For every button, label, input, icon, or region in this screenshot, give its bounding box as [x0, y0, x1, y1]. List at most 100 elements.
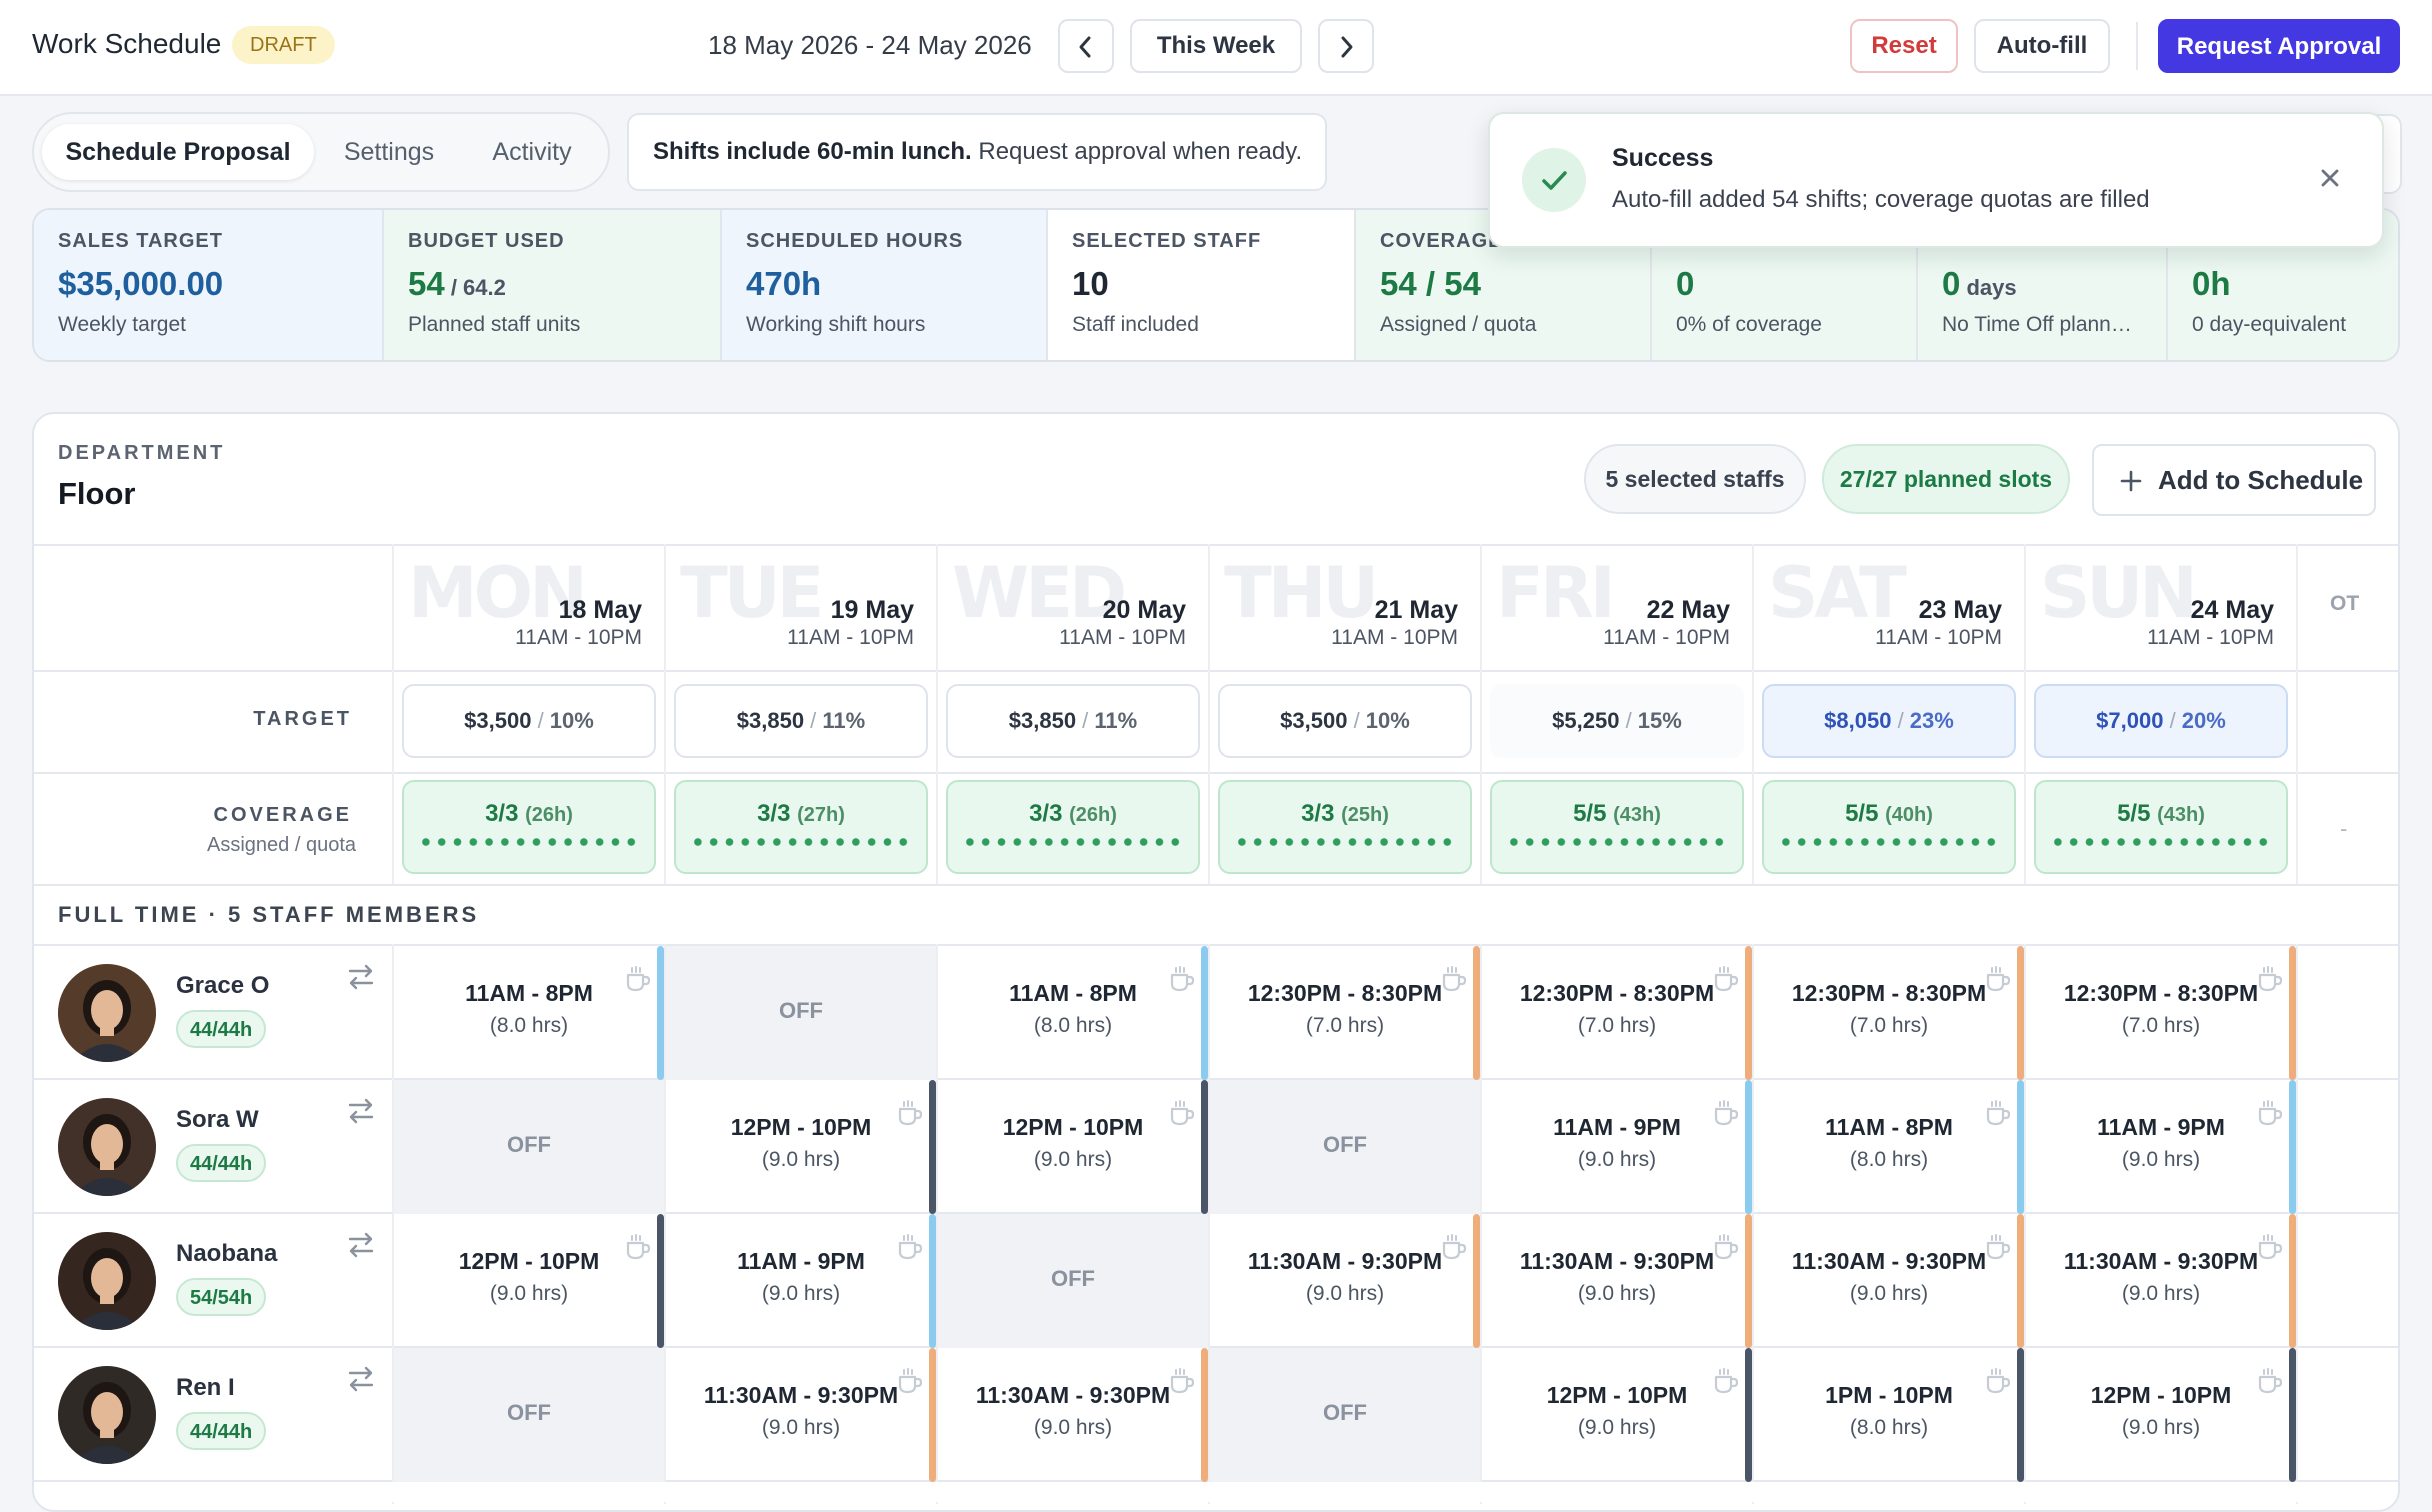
day-header: WED 20 May 11AM - 10PM [938, 544, 1208, 670]
target-percent: 15% [1637, 708, 1682, 733]
stat-sublabel: Working shift hours [746, 313, 926, 336]
coverage-hours: (25h) [1341, 804, 1389, 826]
swap-icon[interactable] [344, 1230, 378, 1260]
coffee-cup-icon [2254, 1098, 2284, 1128]
shift-cell[interactable]: 11:30AM - 9:30PM (9.0 hrs) [1754, 1214, 2024, 1348]
off-cell[interactable]: OFF [394, 1080, 664, 1214]
day-abbr: SAT [1768, 552, 1907, 634]
coverage-cell: 3/3 (26h) [946, 780, 1200, 874]
column-divider [2024, 944, 2026, 1504]
shift-cell[interactable]: 12PM - 10PM (9.0 hrs) [394, 1214, 664, 1348]
shift-cell[interactable]: 12:30PM - 8:30PM (7.0 hrs) [2026, 946, 2296, 1080]
target-cell: $3,850 / 11% [674, 684, 928, 758]
shift-cell[interactable]: 11AM - 8PM (8.0 hrs) [1754, 1080, 2024, 1214]
coverage-row-label: COVERAGE [213, 804, 352, 826]
shift-cell[interactable]: 12:30PM - 8:30PM (7.0 hrs) [1482, 946, 1752, 1080]
coffee-cup-icon [1166, 1098, 1196, 1128]
column-divider [1208, 944, 1210, 1504]
day-hours: 11AM - 10PM [1059, 626, 1186, 649]
shift-cell[interactable]: 11AM - 8PM (8.0 hrs) [394, 946, 664, 1080]
toast-title: Success [1612, 144, 1714, 172]
stat-sublabel: Staff included [1072, 313, 1199, 336]
shift-cell[interactable]: 11:30AM - 9:30PM (9.0 hrs) [1210, 1214, 1480, 1348]
separator: / [1891, 708, 1910, 733]
shift-cell[interactable]: 11:30AM - 9:30PM (9.0 hrs) [938, 1348, 1208, 1482]
shift-cell[interactable]: 12PM - 10PM (9.0 hrs) [1482, 1348, 1752, 1482]
selected-staffs-badge[interactable]: 5 selected staffs [1584, 444, 1806, 514]
shift-cell[interactable]: 11:30AM - 9:30PM (9.0 hrs) [666, 1348, 936, 1482]
shift-duration: (9.0 hrs) [1577, 1282, 1657, 1305]
off-cell[interactable]: OFF [666, 946, 936, 1080]
coffee-cup-icon [1438, 964, 1468, 994]
tab-settings[interactable]: Settings [343, 138, 435, 166]
shift-time: 11AM - 8PM [465, 980, 593, 1006]
shift-color-bar [929, 1080, 936, 1214]
department-name: Floor [58, 476, 136, 511]
coffee-cup-icon [1166, 1366, 1196, 1396]
shift-cell[interactable]: 11AM - 9PM (9.0 hrs) [666, 1214, 936, 1348]
top-bar: Work Schedule DRAFT 18 May 2026 - 24 May… [0, 0, 2432, 96]
previous-week-button[interactable] [1058, 19, 1114, 73]
stat-value-main: 0 [1676, 265, 1695, 302]
request-approval-button[interactable]: Request Approval [2158, 19, 2400, 73]
add-to-schedule-button[interactable]: Add to Schedule [2092, 444, 2376, 516]
shift-time: 11:30AM - 9:30PM [703, 1382, 899, 1408]
shift-color-bar [2289, 1214, 2296, 1348]
shift-cell[interactable]: 11:30AM - 9:30PM (9.0 hrs) [2026, 1214, 2296, 1348]
day-header: THU 21 May 11AM - 10PM [1210, 544, 1480, 670]
shift-cell[interactable]: 11AM - 8PM (8.0 hrs) [938, 946, 1208, 1080]
stat-sublabel: 0 day-equivalent [2192, 313, 2347, 336]
off-label: OFF [1323, 1400, 1367, 1425]
off-cell[interactable]: OFF [1210, 1080, 1480, 1214]
toast-message: Auto-fill added 54 shifts; coverage quot… [1612, 186, 2150, 213]
shift-duration: (9.0 hrs) [1577, 1148, 1657, 1171]
shift-time: 12PM - 10PM [2090, 1382, 2232, 1408]
page-title: Work Schedule [32, 28, 222, 59]
day-abbr: SUN [2040, 552, 2198, 634]
coffee-cup-icon [1438, 1232, 1468, 1262]
shift-color-bar [1201, 1348, 1208, 1482]
shift-cell[interactable]: 11AM - 9PM (9.0 hrs) [1482, 1080, 1752, 1214]
off-cell[interactable]: OFF [394, 1348, 664, 1482]
shift-time: 12PM - 10PM [730, 1114, 872, 1140]
close-icon[interactable] [2308, 156, 2352, 200]
reset-button[interactable]: Reset [1850, 19, 1958, 73]
avatar [58, 1098, 156, 1196]
auto-fill-button[interactable]: Auto-fill [1974, 19, 2110, 73]
this-week-button[interactable]: This Week [1130, 19, 1302, 73]
stat-value-main: 0 [1942, 265, 1961, 302]
off-cell[interactable]: OFF [1210, 1348, 1480, 1482]
swap-icon[interactable] [344, 1364, 378, 1394]
next-week-button[interactable] [1318, 19, 1374, 73]
shift-cell[interactable]: 12PM - 10PM (9.0 hrs) [666, 1080, 936, 1214]
tab-activity[interactable]: Activity [492, 138, 572, 166]
target-cell: $3,500 / 10% [402, 684, 656, 758]
stat-label: SELECTED STAFF [1072, 230, 1262, 252]
separator: / [531, 708, 550, 733]
staff-name: Grace O [176, 972, 270, 999]
swap-icon[interactable] [344, 962, 378, 992]
tab-schedule-proposal[interactable]: Schedule Proposal [42, 124, 314, 180]
off-cell[interactable]: OFF [938, 1214, 1208, 1348]
shift-cell[interactable]: 11AM - 9PM (9.0 hrs) [2026, 1080, 2296, 1214]
shift-cell[interactable]: 12PM - 10PM (9.0 hrs) [2026, 1348, 2296, 1482]
shift-time: 12PM - 10PM [458, 1248, 600, 1274]
shift-cell[interactable]: 12PM - 10PM (9.0 hrs) [938, 1080, 1208, 1214]
coverage-progress-dots [1506, 838, 1728, 846]
row-divider [34, 544, 2398, 546]
shift-color-bar [2289, 946, 2296, 1080]
swap-icon[interactable] [344, 1096, 378, 1126]
shift-cell[interactable]: 12:30PM - 8:30PM (7.0 hrs) [1210, 946, 1480, 1080]
column-divider [1752, 944, 1754, 1504]
shift-duration: (7.0 hrs) [1849, 1014, 1929, 1037]
stat-label: SCHEDULED HOURS [746, 230, 964, 252]
coverage-hours: (43h) [2157, 804, 2205, 826]
target-percent: 11% [1094, 708, 1138, 733]
shift-cell[interactable]: 12:30PM - 8:30PM (7.0 hrs) [1754, 946, 2024, 1080]
target-row-label: TARGET [253, 708, 352, 730]
shift-cell[interactable]: 11:30AM - 9:30PM (9.0 hrs) [1482, 1214, 1752, 1348]
day-hours: 11AM - 10PM [1875, 626, 2002, 649]
shift-cell[interactable]: 1PM - 10PM (8.0 hrs) [1754, 1348, 2024, 1482]
row-divider [34, 884, 2398, 886]
coffee-cup-icon [2254, 964, 2284, 994]
